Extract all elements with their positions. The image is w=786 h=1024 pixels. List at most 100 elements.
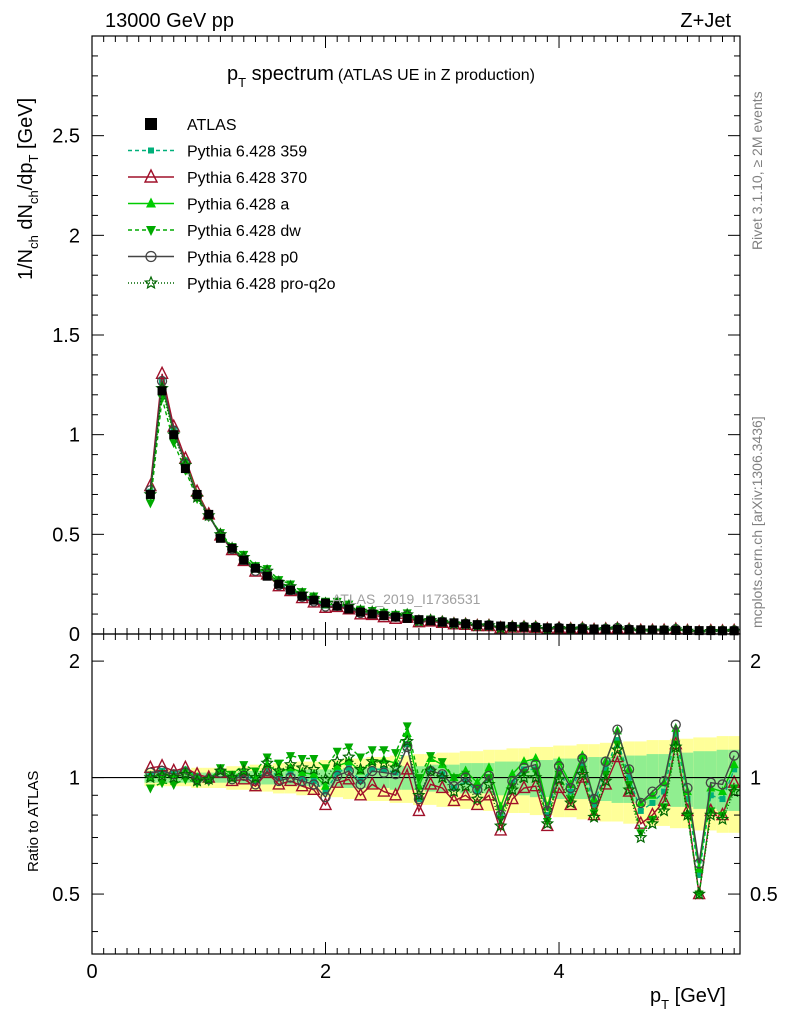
atlas-point-20: [379, 611, 389, 621]
series-6-ratio-point-49: [715, 812, 730, 826]
series-5-ratio-point-2: [168, 769, 179, 780]
series-3-ratio-point-49: [717, 786, 727, 796]
series-2-ratio-point-25: [435, 779, 449, 794]
series-3-ratio-point-29: [484, 762, 494, 772]
series-4-ratio-point-48: [706, 807, 716, 817]
atlas-point-32: [519, 622, 529, 632]
series-2-ratio-point-35: [552, 779, 566, 794]
y-tick-label-ratio-right-0.5: 0.5: [750, 884, 778, 906]
plot-title: pT spectrum (ATLAS UE in Z production): [227, 63, 535, 90]
series-6-ratio-point-34: [540, 816, 555, 830]
series-5-ratio-point-34: [542, 805, 553, 817]
legend-entry-3: Pythia 6.428 a: [128, 197, 289, 214]
series-4-ratio-point-15: [321, 764, 331, 774]
series-5-ratio-point-35: [553, 761, 565, 772]
series-6-ratio-point-9: [248, 770, 263, 784]
series-6-ratio-point-41: [622, 782, 636, 796]
band-inner-50: [728, 749, 740, 811]
series-5-ratio-point-20: [378, 767, 390, 778]
y-tick-label-ratio-right-2: 2: [750, 651, 761, 673]
series-2-ratio-point-21: [388, 787, 403, 801]
atlas-point-1: [157, 386, 167, 396]
series-5-top-point-1: [156, 375, 168, 387]
atlas-point-9: [250, 563, 260, 573]
atlas-point-13: [297, 591, 307, 601]
atlas-point-21: [391, 612, 401, 622]
atlas-point-4: [192, 489, 202, 499]
atlas-point-26: [449, 618, 459, 628]
series-6-ratio-point-13: [295, 760, 309, 774]
series-6-ratio-point-44: [657, 803, 671, 817]
series-1-ratio-point-17: [345, 764, 352, 771]
series-1-ratio-point-16: [334, 769, 341, 776]
series-3-ratio-point-33: [531, 753, 541, 763]
series-2-ratio-point-10: [260, 764, 274, 778]
series-5-ratio-point-50: [729, 750, 740, 761]
series-4-ratio-point-6: [215, 764, 225, 774]
header-left: 13000 GeV pp: [105, 10, 234, 32]
series-6-ratio-point-43: [645, 816, 660, 830]
series-2-ratio-point-17: [342, 771, 356, 785]
band-inner-42: [634, 755, 647, 803]
atlas-point-23: [414, 615, 424, 625]
y-tick-label-ratio-left-0.5: 0.5: [52, 884, 80, 906]
y-tick-label-top-2: 2: [69, 225, 80, 247]
series-5-ratio-point-1: [156, 765, 168, 777]
x-tick-label-2: 2: [320, 961, 331, 983]
legend-marker-0: [145, 118, 157, 130]
series-1-ratio-point-20: [380, 766, 387, 773]
atlas-point-15: [321, 598, 331, 608]
series-6-ratio-point-17: [342, 749, 356, 763]
series-3-ratio-point-14: [309, 768, 319, 778]
series-6-ratio-point-4: [190, 773, 204, 787]
legend-marker-5: [145, 250, 157, 263]
series-3-ratio-point-43: [647, 789, 657, 799]
series-ratio-line-6: [150, 739, 735, 895]
series-6-ratio-point-40: [610, 742, 625, 756]
atlas-point-0: [145, 489, 155, 499]
series-5-ratio-point-26: [448, 781, 460, 792]
series-6-ratio-point-38: [587, 810, 601, 823]
series-5-ratio-point-42: [635, 797, 646, 809]
atlas-point-12: [285, 585, 295, 595]
series-6-ratio-point-18: [353, 762, 368, 776]
side-text-bottom: mcplots.cern.ch [arXiv:1306.3436]: [749, 416, 765, 628]
series-6-ratio-point-47: [692, 887, 706, 900]
series-4-ratio-point-47: [694, 890, 704, 900]
series-1-ratio-point-43: [649, 799, 656, 806]
legend-entry-2: Pythia 6.428 370: [128, 168, 307, 187]
y-tick-label-top-2.5: 2.5: [52, 126, 80, 148]
band-inner-36: [564, 758, 577, 800]
series-5-ratio-point-23: [413, 793, 425, 805]
series-5-ratio-point-36: [565, 782, 576, 794]
atlas-point-29: [484, 620, 494, 630]
series-2-ratio-point-31: [505, 790, 519, 805]
series-2-ratio-point-15: [318, 796, 333, 811]
legend-entry-0: ATLAS: [145, 117, 237, 134]
series-2-ratio-point-22: [400, 761, 414, 775]
series-5-ratio-point-48: [705, 777, 716, 788]
series-6-ratio-point-23: [412, 788, 426, 801]
band-inner-34: [541, 760, 554, 798]
series-5-ratio-point-33: [530, 759, 541, 770]
legend-label-4: Pythia 6.428 dw: [187, 223, 301, 240]
series-4-ratio-point-13: [297, 755, 307, 765]
series-6-ratio-point-6: [213, 763, 228, 777]
series-1-ratio-point-42: [637, 807, 644, 814]
legend: ATLAS Pythia 6.428 359 Pythia 6.428 370 Pyt…: [128, 117, 336, 293]
series-2-ratio-point-26: [447, 792, 461, 807]
band-inner-43: [646, 754, 659, 805]
series-4-top-point-0: [145, 499, 155, 509]
atlas-point-10: [262, 571, 272, 581]
legend-marker-4: [146, 226, 156, 236]
series-6-ratio-point-37: [575, 767, 590, 780]
series-6-ratio-point-20: [377, 756, 391, 769]
y-tick-label-top-0.5: 0.5: [52, 524, 80, 546]
series-6-ratio-point-31: [505, 782, 520, 796]
atlas-point-34: [542, 623, 552, 633]
series-4-ratio-point-26: [449, 774, 459, 784]
series-6-ratio-point-29: [482, 777, 496, 791]
series-4-ratio-point-24: [426, 752, 436, 762]
series-1-ratio-point-37: [579, 761, 586, 768]
